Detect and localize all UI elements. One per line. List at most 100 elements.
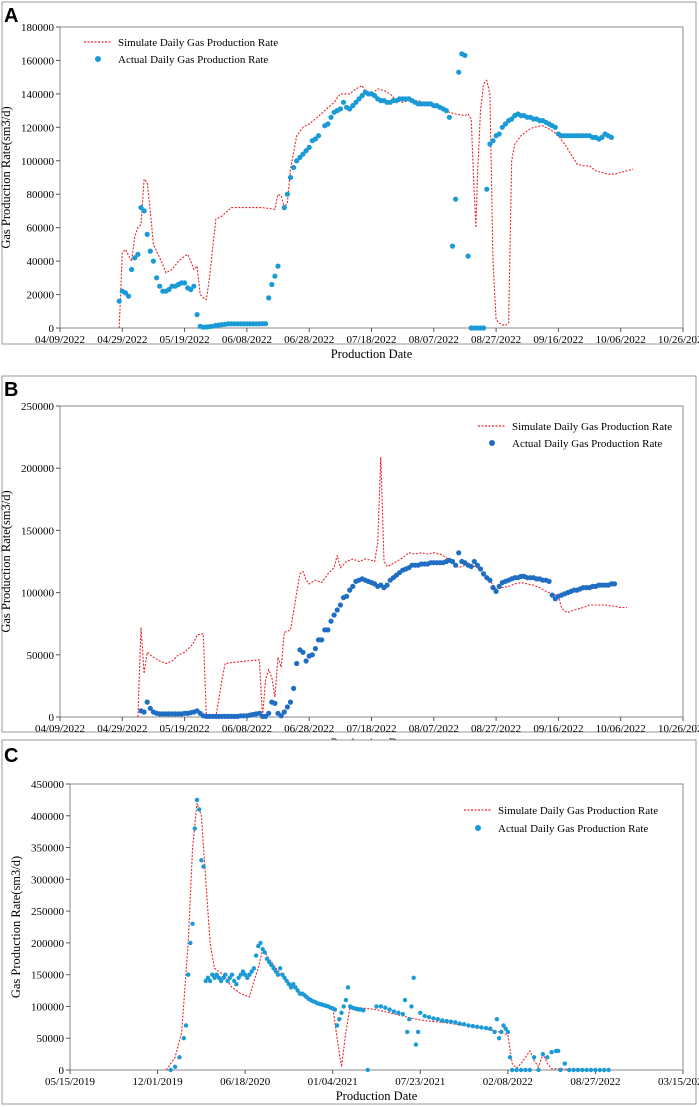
actual-data-point	[493, 588, 499, 595]
actual-data-point	[194, 797, 200, 803]
actual-data-point	[531, 1055, 537, 1060]
actual-data-point	[186, 972, 191, 977]
actual-data-point	[275, 972, 281, 977]
actual-data-point	[122, 290, 128, 296]
actual-data-point	[487, 577, 493, 583]
legend-marker-swatch	[489, 440, 495, 446]
actual-data-point	[453, 562, 459, 568]
x-tick-label: 08/27/2022	[471, 334, 521, 346]
actual-data-point	[263, 321, 269, 327]
actual-data-point	[264, 956, 270, 961]
actual-data-point	[527, 1067, 532, 1073]
y-tick-label: 350000	[31, 843, 65, 855]
y-tick-label: 120000	[21, 122, 55, 134]
actual-data-point	[344, 593, 350, 599]
actual-data-point	[278, 966, 283, 971]
y-axis-title: Gas Production Rate(sm3/d)	[0, 490, 13, 632]
actual-data-point	[474, 562, 480, 568]
actual-data-point	[372, 93, 378, 99]
actual-data-point	[444, 1018, 449, 1024]
actual-data-point	[141, 709, 147, 715]
x-tick-label: 08/07/2022	[409, 334, 459, 346]
simulated-series-line	[165, 802, 596, 1071]
actual-data-point	[172, 1064, 178, 1070]
chart-frame	[1, 739, 697, 1105]
actual-data-point	[221, 975, 226, 980]
actual-data-point	[353, 99, 359, 105]
actual-data-point	[484, 186, 490, 192]
actual-data-point	[490, 138, 496, 144]
actual-data-point	[150, 258, 156, 264]
actual-data-point	[584, 1067, 589, 1073]
actual-data-point	[536, 1067, 541, 1073]
actual-data-point	[593, 1067, 598, 1073]
actual-data-point	[242, 972, 248, 977]
actual-data-point	[507, 1055, 513, 1060]
actual-data-point	[291, 982, 296, 987]
actual-data-point	[269, 281, 275, 288]
actual-data-point	[177, 1055, 182, 1060]
actual-data-point	[293, 985, 298, 990]
y-tick-label: 80000	[27, 189, 55, 201]
panel-a: A 0 20000 40000 60000 80000 100000 120000 140000…	[0, 1, 699, 361]
actual-data-point	[249, 969, 254, 974]
y-tick-label: 400000	[31, 811, 65, 823]
panel-b: B 0 50000 100000 150000 200000 250000 04/09/202…	[0, 375, 699, 750]
actual-data-point	[549, 592, 555, 598]
actual-data-point	[288, 985, 294, 990]
actual-data-point	[402, 997, 408, 1003]
x-tick-label: 12/01/2019	[133, 1076, 184, 1088]
chart-frame	[1, 1, 697, 345]
actual-data-point	[545, 1055, 550, 1060]
actual-data-point	[294, 660, 300, 667]
actual-data-point	[345, 985, 351, 990]
actual-data-point	[384, 582, 390, 588]
actual-data-point	[340, 99, 347, 105]
x-tick-label: 05/19/2022	[160, 334, 210, 346]
actual-data-point	[431, 1016, 436, 1021]
actual-data-point	[331, 612, 337, 618]
actual-data-point	[443, 108, 449, 114]
actual-data-point	[284, 704, 290, 710]
y-tick-label: 100000	[21, 588, 55, 600]
actual-data-point	[135, 251, 141, 257]
actual-data-point	[190, 921, 195, 926]
chart-frame	[1, 375, 697, 733]
actual-data-point	[319, 637, 325, 643]
actual-data-point	[337, 602, 343, 608]
actual-data-point	[365, 1067, 370, 1073]
actual-data-point	[426, 1015, 432, 1020]
actual-data-point	[456, 550, 462, 556]
actual-data-point	[575, 1067, 581, 1073]
actual-data-point	[523, 1067, 528, 1073]
x-tick-label: 10/26/2022	[658, 723, 699, 735]
y-tick-label: 50000	[37, 1033, 65, 1045]
legend-label: Simulate Daily Gas Production Rate	[512, 421, 672, 433]
actual-data-point	[154, 275, 160, 281]
x-tick-label: 04/29/2022	[97, 723, 147, 735]
actual-data-point	[144, 699, 150, 705]
actual-data-point	[337, 1017, 342, 1022]
legend-marker-swatch	[475, 825, 481, 831]
legend-label: Simulate Daily Gas Production Rate	[498, 805, 658, 817]
y-tick-label: 180000	[21, 22, 55, 34]
actual-data-point	[229, 972, 235, 977]
actual-data-point	[147, 705, 153, 711]
actual-data-point	[518, 1067, 524, 1073]
actual-data-point	[227, 975, 232, 980]
actual-data-point	[496, 583, 502, 590]
actual-data-point	[253, 953, 259, 958]
actual-data-point	[278, 713, 284, 719]
actual-data-point	[212, 975, 217, 980]
actual-data-point	[477, 566, 484, 572]
x-tick-label: 09/16/2022	[533, 723, 583, 735]
y-tick-label: 0	[59, 1065, 65, 1077]
actual-data-point	[272, 273, 278, 279]
actual-data-point	[168, 1067, 173, 1073]
actual-data-point	[271, 966, 276, 971]
actual-data-point	[465, 253, 471, 259]
actual-data-point	[182, 280, 188, 286]
actual-data-point	[284, 978, 289, 984]
actual-data-point	[325, 627, 331, 633]
actual-data-point	[350, 583, 356, 590]
